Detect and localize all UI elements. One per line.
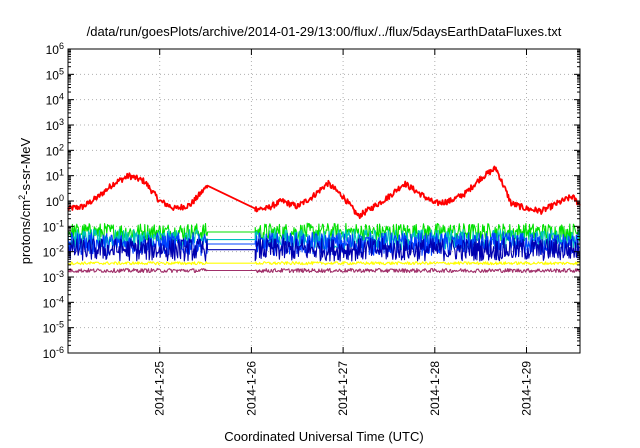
y-tick-label: 10-2 bbox=[43, 244, 64, 260]
y-tick-label: 101 bbox=[46, 168, 64, 184]
series-line bbox=[67, 267, 581, 274]
series-line bbox=[67, 165, 581, 220]
chart-title: /data/run/goesPlots/archive/2014-01-29/1… bbox=[87, 24, 562, 39]
x-tick-label: 2014-1-29 bbox=[520, 361, 534, 416]
y-tick-label: 105 bbox=[46, 66, 64, 82]
x-axis: 2014-1-25 2014-1-26 2014-1-27 2014-1-28 2014… bbox=[153, 49, 534, 416]
y-tick-label: 106 bbox=[46, 41, 64, 57]
x-axis-label: Coordinated Universal Time (UTC) bbox=[224, 429, 423, 444]
y-tick-label: 10-1 bbox=[43, 218, 64, 234]
y-tick-label: 100 bbox=[46, 193, 64, 209]
x-tick-label: 2014-1-27 bbox=[336, 361, 350, 416]
y-tick-label: 10-6 bbox=[43, 345, 64, 361]
series-line bbox=[67, 237, 581, 262]
y-tick-label: 10-3 bbox=[43, 269, 64, 285]
y-axis: 10-6 10-5 10-4 10-3 10-2 10-1 100 101 102 103 104 1… bbox=[43, 41, 580, 361]
y-axis-label: protons/cm2-s-sr-MeV bbox=[17, 137, 33, 264]
x-tick-label: 2014-1-25 bbox=[153, 361, 167, 416]
y-tick-label: 10-5 bbox=[43, 320, 64, 336]
x-tick-label: 2014-1-28 bbox=[428, 361, 442, 416]
y-tick-label: 103 bbox=[46, 117, 64, 133]
y-tick-label: 10-4 bbox=[43, 294, 64, 310]
series-lines bbox=[67, 165, 581, 274]
grid bbox=[68, 49, 580, 353]
series-line bbox=[67, 261, 581, 266]
y-tick-label: 104 bbox=[46, 92, 64, 108]
x-tick-label: 2014-1-26 bbox=[244, 361, 258, 416]
y-tick-label: 102 bbox=[46, 142, 64, 158]
